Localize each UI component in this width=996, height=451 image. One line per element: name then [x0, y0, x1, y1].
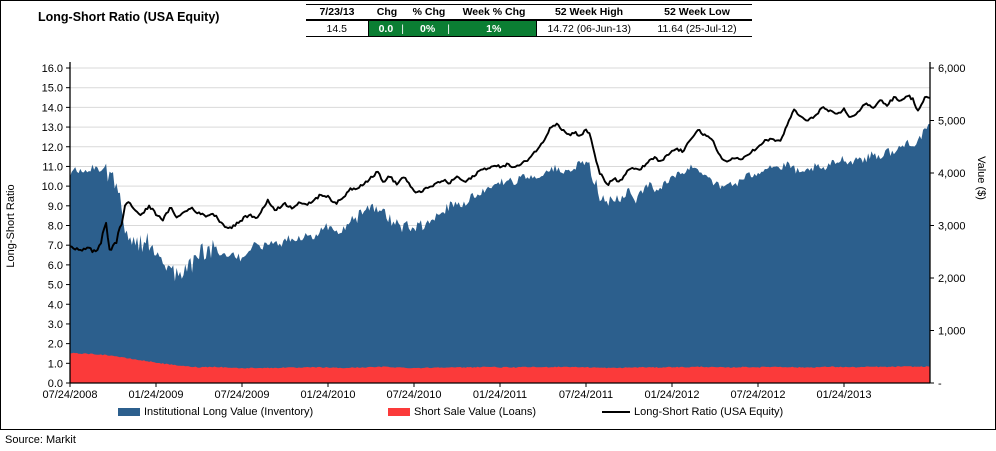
legend-item-short-sale: Short Sale Value (Loans): [388, 406, 536, 418]
left-axis-tick-label: 5.0: [48, 280, 63, 292]
stats-header-pct-chg: % Chg: [406, 4, 452, 21]
x-axis-tick-label: 01/24/2010: [300, 389, 355, 401]
source-attribution: Source: Markit: [5, 434, 76, 446]
x-axis-tick-label: 01/24/2009: [128, 389, 183, 401]
legend-label: Long-Short Ratio (USA Equity): [634, 406, 784, 418]
left-axis-tick-label: 8.0: [48, 221, 63, 233]
stats-header-week-pct-chg: Week % Chg: [452, 4, 536, 21]
legend-label: Institutional Long Value (Inventory): [144, 406, 314, 418]
page-title: Long-Short Ratio (USA Equity): [38, 10, 220, 24]
stat-week-pct-chg-value: 1%: [452, 20, 537, 37]
left-axis-tick-label: 15.0: [42, 83, 63, 95]
stat-chg-value: 0.0 |: [367, 20, 406, 37]
legend-swatch-blue-area: [118, 408, 140, 416]
legend-item-institutional-long: Institutional Long Value (Inventory): [118, 406, 313, 418]
stat-last-value: 14.5: [306, 20, 368, 37]
legend-swatch-black-line: [602, 411, 630, 413]
legend-item-long-short-ratio: Long-Short Ratio (USA Equity): [602, 406, 783, 418]
stat-52wk-high-value: 14.72 (06-Jun-13): [536, 20, 642, 37]
left-axis-tick-label: 3.0: [48, 319, 63, 331]
left-axis-tick-label: 1.0: [48, 358, 63, 370]
left-axis-tick-label: 10.0: [42, 181, 63, 193]
left-axis-tick-label: 13.0: [42, 122, 63, 134]
cell-separator: |: [447, 22, 450, 35]
x-axis-tick-label: 01/24/2011: [473, 389, 527, 401]
left-axis-title: Long-Short Ratio: [5, 184, 17, 267]
right-axis-tick-label: -: [938, 378, 942, 390]
stats-header-52wk-low: 52 Week Low: [642, 4, 752, 21]
pct-chg-value-text: 0%: [420, 22, 436, 35]
stats-header-chg: Chg: [368, 4, 406, 21]
left-axis-tick-label: 4.0: [48, 299, 63, 311]
left-axis-tick-label: 16.0: [42, 63, 63, 75]
stats-header-row: 7/23/13 Chg % Chg Week % Chg 52 Week Hig…: [306, 4, 752, 21]
series-line-2: [69, 94, 931, 254]
stat-pct-chg-value: 0% |: [406, 20, 452, 37]
stats-header-date: 7/23/13: [306, 4, 368, 21]
legend-swatch-red-area: [388, 408, 410, 416]
series-area-0: [70, 123, 930, 383]
chg-value-text: 0.0: [378, 22, 394, 35]
cell-separator: |: [401, 22, 404, 35]
stats-table: 7/23/13 Chg % Chg Week % Chg 52 Week Hig…: [306, 4, 752, 37]
series-area-1: [70, 352, 930, 383]
left-axis-tick-label: 6.0: [48, 260, 63, 272]
left-axis-tick-label: 9.0: [48, 201, 63, 213]
right-axis-tick-label: 3,000: [938, 221, 966, 233]
right-axis-title: Value ($): [975, 156, 987, 200]
right-axis-tick-label: 5,000: [938, 116, 966, 128]
left-axis-tick-label: 0.0: [48, 378, 63, 390]
left-axis-tick-label: 12.0: [42, 142, 63, 154]
right-axis-tick-label: 4,000: [938, 168, 966, 180]
right-axis-tick-label: 1,000: [938, 326, 966, 338]
stats-value-row: 14.5 0.0 | 0% | 1% 14.72 (06-Jun-13) 11.64…: [306, 20, 752, 37]
legend-label: Short Sale Value (Loans): [414, 406, 537, 418]
x-axis-tick-label: 07/24/2008: [42, 389, 97, 401]
x-axis-tick-label: 07/24/2010: [386, 389, 441, 401]
left-axis-tick-label: 14.0: [42, 102, 63, 114]
stat-52wk-low-value: 11.64 (25-Jul-12): [642, 20, 752, 37]
left-axis-tick-label: 2.0: [48, 339, 63, 351]
x-axis-tick-label: 07/24/2011: [559, 389, 613, 401]
x-axis-tick-label: 01/24/2013: [816, 389, 871, 401]
x-axis-tick-label: 07/24/2009: [214, 389, 269, 401]
x-axis-tick-label: 01/24/2012: [644, 389, 699, 401]
right-axis-tick-label: 2,000: [938, 273, 966, 285]
left-axis-tick-label: 7.0: [48, 240, 63, 252]
right-axis-tick-label: 6,000: [938, 63, 966, 75]
x-axis-tick-label: 07/24/2012: [730, 389, 785, 401]
stats-header-52wk-high: 52 Week High: [536, 4, 642, 21]
left-axis-tick-label: 11.0: [42, 161, 63, 173]
week-pct-chg-value-text: 1%: [486, 22, 502, 35]
